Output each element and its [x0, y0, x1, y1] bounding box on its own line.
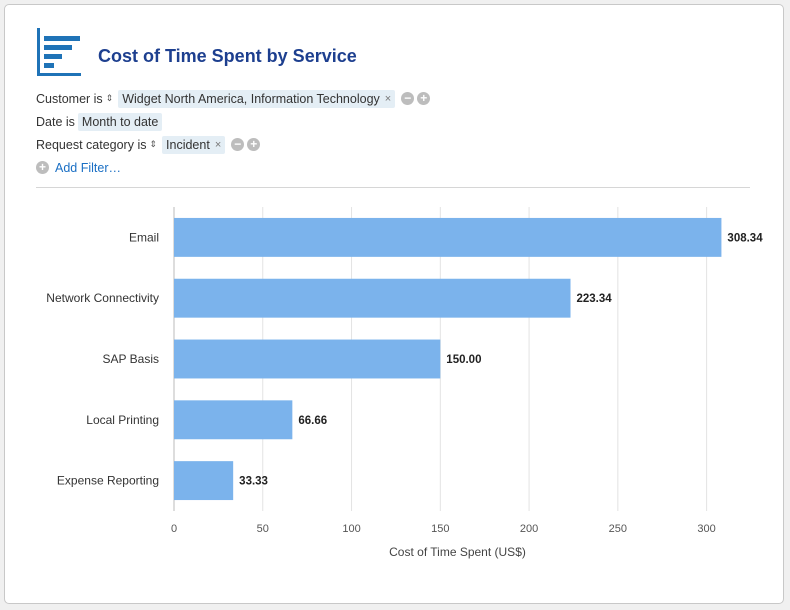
page-title: Cost of Time Spent by Service — [98, 46, 357, 66]
filter-token-label: Incident — [166, 137, 210, 152]
filter-token[interactable]: Widget North America, Information Techno… — [118, 89, 396, 108]
filter-token[interactable]: Incident × — [162, 135, 226, 154]
filter-label: Request category is — [36, 137, 147, 152]
filter-row-customer: Customer is ⇕ Widget North America, Info… — [36, 87, 431, 110]
bar — [174, 400, 293, 440]
x-tick-label: 300 — [697, 523, 715, 535]
category-label: Network Connectivity — [46, 291, 159, 305]
filter-token[interactable]: Month to date — [77, 112, 163, 131]
add-filter-row: + Add Filter… — [36, 156, 430, 179]
data-label: 66.66 — [298, 415, 327, 427]
remove-token-icon[interactable]: × — [384, 92, 392, 105]
remove-token-icon[interactable]: × — [214, 138, 222, 151]
sort-toggle-icon[interactable]: ⇕ — [149, 139, 158, 149]
x-tick-label: 250 — [609, 523, 627, 535]
category-label: Email — [129, 230, 159, 244]
x-axis-title: Cost of Time Spent (US$) — [389, 545, 526, 559]
filter-token-label: Month to date — [81, 114, 159, 129]
add-filter-label: Add Filter… — [55, 160, 121, 175]
filter-label: Customer is — [36, 91, 103, 106]
filter-label: Date is — [36, 114, 75, 129]
minus-circle-icon[interactable]: − — [231, 138, 245, 151]
data-label: 33.33 — [239, 476, 268, 488]
x-tick-label: 150 — [431, 523, 449, 535]
add-filter-link[interactable]: + Add Filter… — [36, 161, 121, 175]
bar-chart-report-icon — [37, 28, 85, 76]
plus-circle-icon[interactable]: + — [417, 92, 431, 105]
plus-circle-icon[interactable]: + — [247, 138, 261, 151]
sort-toggle-icon[interactable]: ⇕ — [105, 93, 114, 103]
data-label: 223.34 — [577, 293, 613, 305]
bar — [174, 217, 722, 257]
minus-circle-icon[interactable]: − — [401, 92, 415, 105]
filter-row-request-category: Request category is ⇕ Incident × − + — [36, 133, 430, 156]
x-tick-label: 100 — [342, 523, 360, 535]
bar — [174, 278, 571, 318]
bar — [174, 339, 441, 379]
data-label: 150.00 — [446, 354, 481, 366]
divider — [36, 187, 750, 188]
report-card: Cost of Time Spent by Service Customer i… — [4, 4, 784, 604]
filter-list: Customer is ⇕ Widget North America, Info… — [36, 87, 431, 179]
category-label: SAP Basis — [103, 352, 159, 366]
x-tick-label: 50 — [257, 523, 269, 535]
bar-chart: 0 50 100 150 200 250 300 Email 308.34 Network Con… — [46, 207, 763, 559]
data-label: 308.34 — [727, 232, 763, 244]
filter-token-label: Widget North America, Information Techno… — [122, 91, 380, 106]
x-tick-label: 200 — [520, 523, 538, 535]
category-label: Local Printing — [86, 413, 159, 427]
filter-row-date: Date is Month to date — [36, 110, 430, 133]
x-tick-label: 0 — [171, 523, 177, 535]
plus-circle-icon: + — [36, 161, 49, 174]
bar — [174, 461, 234, 501]
category-label: Expense Reporting — [57, 474, 159, 488]
